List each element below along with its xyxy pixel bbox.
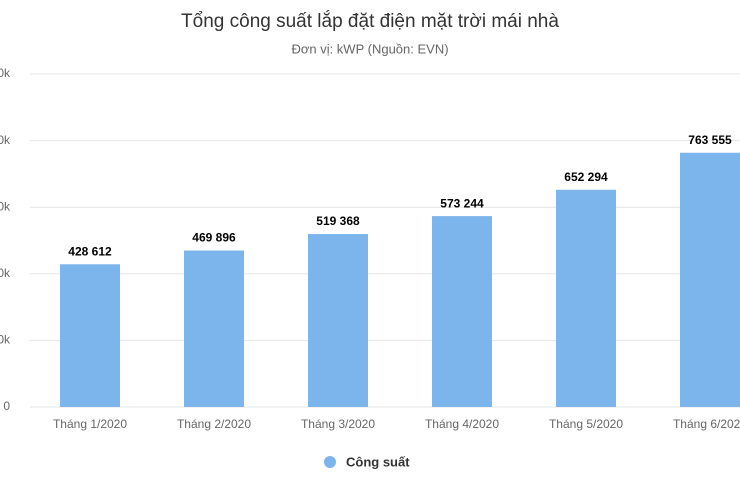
value-label: 652 294 xyxy=(564,170,608,184)
bar xyxy=(680,152,740,407)
y-tick-label: 1000k xyxy=(0,66,11,80)
chart-title: Tổng công suất lắp đặt điện mặt trời mái… xyxy=(181,10,559,32)
bar xyxy=(432,216,492,407)
legend-marker xyxy=(324,456,336,468)
y-tick-label: 200k xyxy=(0,333,11,347)
x-tick-label: Tháng 5/2020 xyxy=(549,417,623,431)
value-label: 573 244 xyxy=(440,196,484,210)
chart-subtitle: Đơn vị: kWP (Nguồn: EVN) xyxy=(291,41,448,56)
bar xyxy=(184,250,244,407)
legend-label[interactable]: Công suất xyxy=(346,454,410,469)
value-label: 428 612 xyxy=(68,244,112,258)
bar xyxy=(556,189,616,407)
bar xyxy=(308,234,368,407)
value-label: 469 896 xyxy=(192,231,236,245)
y-tick-label: 0 xyxy=(3,399,10,413)
y-tick-label: 400k xyxy=(0,266,11,280)
y-tick-label: 800k xyxy=(0,133,11,147)
value-label: 763 555 xyxy=(688,133,732,147)
y-tick-label: 600k xyxy=(0,199,11,213)
x-tick-label: Tháng 2/2020 xyxy=(177,417,251,431)
value-label: 519 368 xyxy=(316,214,360,228)
x-tick-label: Tháng 6/2020 xyxy=(673,417,740,431)
bar xyxy=(60,264,120,407)
x-tick-label: Tháng 3/2020 xyxy=(301,417,375,431)
x-tick-label: Tháng 1/2020 xyxy=(53,417,127,431)
x-tick-label: Tháng 4/2020 xyxy=(425,417,499,431)
